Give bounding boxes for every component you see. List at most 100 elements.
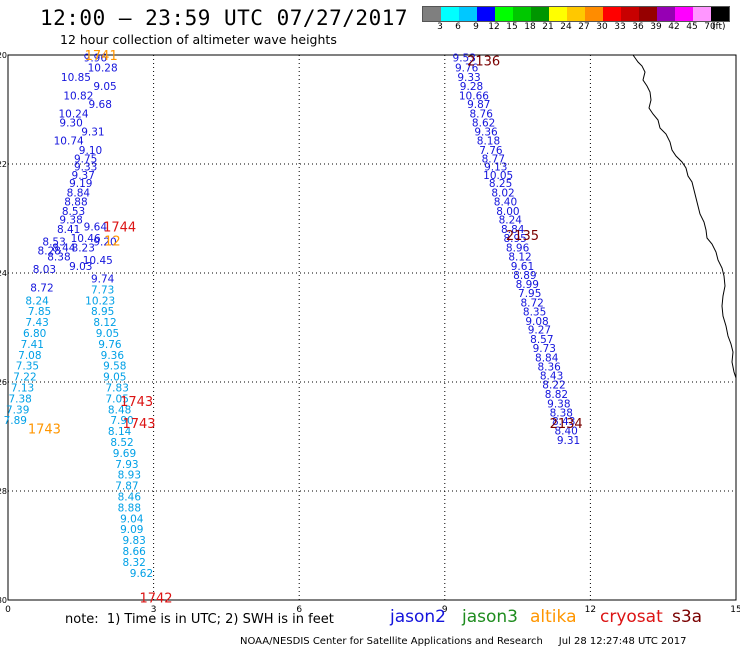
- swh-value: 8.41: [57, 224, 80, 236]
- page-subtitle: 12 hour collection of altimeter wave hei…: [60, 32, 337, 47]
- legend-swatch-15: [693, 7, 711, 21]
- legend-swatch-12: [639, 7, 657, 21]
- swh-value: 9.08: [525, 316, 548, 328]
- swh-value: 8.43: [540, 370, 563, 382]
- legend-label-9: 9: [473, 22, 479, 32]
- swh-value: 10.82: [63, 90, 93, 102]
- swh-value: 8.22: [542, 380, 565, 392]
- swh-value: 8.88: [64, 197, 87, 209]
- legend-unit: (ft): [712, 22, 726, 32]
- legend-swatch-8: [567, 7, 585, 21]
- swh-value: 8.24: [25, 295, 49, 307]
- swh-value: 8.46: [118, 491, 142, 503]
- swh-value: 8.57: [530, 334, 553, 346]
- swh-value: 8.23: [72, 242, 95, 254]
- x-tick-label: 0: [5, 605, 11, 615]
- swh-value: 7.85: [28, 306, 51, 318]
- swh-value: 9.20: [93, 236, 116, 248]
- map-border: [7, 54, 737, 601]
- swh-value: 8.52: [110, 437, 133, 449]
- swh-value: 8.84: [67, 187, 91, 199]
- swh-value: 9.61: [511, 261, 534, 273]
- swh-value: 9.03: [69, 261, 92, 273]
- swh-value: 9.68: [89, 99, 112, 111]
- swh-value: 9.37: [72, 170, 95, 182]
- map-frame: 0 3 6 9 12 15 −20 −22 −24 −26 −28 −30: [0, 51, 740, 615]
- swh-value: 8.36: [537, 362, 561, 374]
- satellite-s3a: s3a: [672, 607, 703, 627]
- swh-value: 8.32: [122, 557, 145, 569]
- pass-time-label: 1743: [28, 422, 61, 437]
- data-marks: 9.9610.2810.859.0510.829.6810.249.309.31…: [4, 49, 583, 606]
- legend-label-39: 39: [650, 22, 662, 32]
- swh-value: 8.48: [108, 404, 131, 416]
- swh-value: 7.93: [115, 459, 138, 471]
- swh-value: 10.23: [85, 295, 115, 307]
- pass-time-label: 12: [104, 234, 121, 249]
- swh-value: 9.05: [103, 372, 126, 384]
- swh-value: 7.35: [16, 361, 39, 373]
- swh-value: 9.36: [474, 126, 498, 138]
- swh-value: 7.83: [106, 382, 129, 394]
- swh-value: 7.95: [518, 288, 541, 300]
- swh-value: 8.96: [506, 242, 530, 254]
- swh-value: 9.19: [69, 178, 92, 190]
- swh-value: 8.82: [545, 389, 568, 401]
- swh-value: 10.24: [58, 108, 88, 120]
- swh-value: 7.43: [25, 317, 48, 329]
- swh-value: 9.83: [122, 535, 145, 547]
- legend-label-45: 45: [686, 22, 698, 32]
- pass-time-label: 1743: [122, 417, 155, 432]
- legend-label-42: 42: [668, 22, 680, 32]
- legend-swatch-0: [423, 7, 441, 21]
- swh-value: 9.30: [59, 118, 82, 130]
- legend-label-18: 18: [524, 22, 536, 32]
- legend-swatch-1: [441, 7, 459, 21]
- satellite-jason2: jason2: [390, 607, 446, 627]
- legend-swatch-9: [585, 7, 603, 21]
- swh-value: 9.87: [467, 99, 490, 111]
- y-tick-label: −22: [0, 160, 7, 169]
- swh-value: 8.53: [62, 206, 85, 218]
- swh-value: 8.12: [508, 252, 531, 264]
- swh-value: 8.84: [501, 224, 525, 236]
- swh-value: 8.77: [482, 154, 505, 166]
- satellite-jason3: jason3: [462, 607, 518, 627]
- swh-value: 7.08: [18, 350, 41, 362]
- swh-value: 8.03: [33, 264, 56, 276]
- swh-value: 8.53: [42, 236, 65, 248]
- swh-value: 8.00: [496, 206, 519, 218]
- swh-value: 8.44: [52, 242, 76, 254]
- swh-value: 10.85: [61, 72, 91, 84]
- swh-value: 9.31: [81, 126, 104, 138]
- y-tick-label: −24: [0, 269, 7, 278]
- pass-time-label: 2135: [506, 229, 539, 244]
- swh-value: 7.87: [115, 481, 138, 493]
- swh-value: 8.95: [91, 306, 114, 318]
- swh-value: 8.38: [47, 252, 70, 264]
- swh-value: 9.13: [484, 162, 507, 174]
- swh-value: 10.66: [459, 90, 489, 102]
- swh-value: 9.62: [130, 568, 153, 580]
- satellite-cryosat: cryosat: [600, 607, 663, 627]
- legend-label-15: 15: [506, 22, 518, 32]
- legend-swatch-10: [603, 7, 621, 21]
- swh-value: 9.09: [120, 524, 143, 536]
- swh-value: 8.88: [118, 502, 141, 514]
- swh-value: 10.05: [483, 170, 513, 182]
- swh-value: 9.38: [59, 215, 82, 227]
- swh-value: 7.76: [479, 145, 503, 157]
- legend-swatch-13: [657, 7, 675, 21]
- swh-value: 8.89: [513, 270, 536, 282]
- legend-label-12: 12: [488, 22, 500, 32]
- y-tick-label: −20: [0, 51, 7, 60]
- legend-swatch-7: [549, 7, 567, 21]
- swh-value: 7.13: [11, 382, 34, 394]
- swh-value: 9.73: [533, 343, 556, 355]
- pass-time-label: 1744: [103, 221, 136, 236]
- swh-value: 8.62: [472, 118, 495, 130]
- swh-value: 9.05: [96, 328, 119, 340]
- legend-swatch-3: [477, 7, 495, 21]
- x-tick-label: 3: [151, 605, 157, 615]
